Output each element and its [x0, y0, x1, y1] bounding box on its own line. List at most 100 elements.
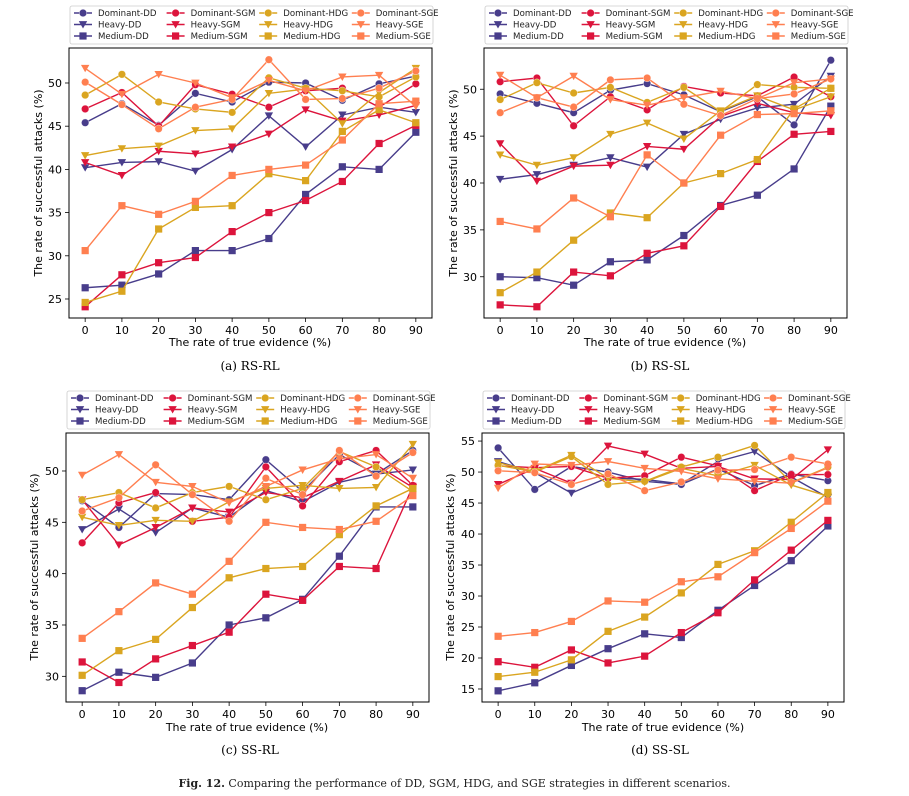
data-point: [750, 576, 759, 584]
x-tick-label: 20: [149, 708, 163, 721]
y-axis-label: The rate of successful attacks (%): [28, 473, 41, 661]
series-medium-hdg: [81, 106, 420, 307]
x-tick-label: 40: [222, 708, 236, 721]
data-point: [679, 94, 689, 102]
data-point: [713, 453, 722, 462]
y-tick-label: 50: [463, 83, 477, 96]
data-point: [824, 488, 832, 497]
legend-box: [482, 390, 846, 430]
legend-marker-circle-icon: [168, 394, 177, 403]
data-point: [77, 526, 87, 534]
legend-label: Dominant-SGE: [791, 9, 854, 19]
series-medium-dd: [81, 128, 420, 292]
data-point: [191, 197, 199, 205]
data-point: [261, 482, 271, 491]
x-tick-label: 0: [82, 324, 89, 337]
series-line: [82, 450, 414, 509]
data-point: [493, 481, 503, 489]
legend-label: Dominant-SGE: [373, 394, 436, 404]
legend-label: Heavy-SGE: [788, 406, 836, 416]
data-point: [787, 546, 795, 554]
data-point: [750, 486, 759, 495]
data-point: [494, 443, 503, 452]
data-point: [411, 66, 420, 75]
legend-label: Medium-HDG: [280, 417, 337, 427]
data-point: [495, 151, 505, 159]
x-tick-label: 10: [530, 324, 544, 337]
data-point: [567, 656, 576, 664]
data-point: [606, 213, 614, 221]
series-heavy-sgm: [77, 461, 418, 549]
data-point: [717, 202, 725, 211]
data-point: [338, 163, 346, 171]
data-point: [606, 75, 615, 84]
series-medium-sgm: [496, 127, 835, 311]
legend-marker-square-icon: [354, 417, 362, 425]
data-point: [114, 493, 123, 502]
data-point: [750, 581, 759, 590]
y-tick-label: 45: [48, 120, 62, 133]
data-point: [641, 630, 649, 638]
legend-label: Dominant-HDG: [283, 9, 348, 19]
data-point: [606, 161, 615, 170]
data-point: [338, 136, 346, 144]
series-line: [84, 100, 416, 252]
data-point: [494, 466, 503, 475]
legend-marker-square-icon: [357, 32, 365, 40]
data-point: [532, 161, 542, 170]
data-point: [81, 104, 90, 113]
data-point: [642, 143, 652, 151]
data-point: [78, 538, 87, 547]
x-tick-label: 40: [640, 324, 654, 337]
legend-label: Heavy-SGM: [606, 21, 656, 31]
legend-marker-circle-icon: [771, 8, 780, 17]
data-point: [227, 143, 237, 151]
legend-marker-circle-icon: [353, 394, 362, 403]
series-line: [497, 525, 829, 692]
legend-label: Heavy-DD: [513, 21, 557, 31]
data-point: [264, 55, 273, 64]
series-medium-hdg: [78, 484, 417, 679]
data-point: [641, 652, 649, 660]
y-tick-label: 15: [461, 683, 475, 696]
data-point: [713, 466, 722, 475]
legend-label: Dominant-HDG: [698, 9, 763, 19]
y-tick-label: 30: [463, 271, 477, 284]
x-tick-label: 30: [601, 708, 615, 721]
legend-label: Medium-DD: [98, 32, 149, 42]
data-point: [188, 490, 197, 499]
data-point: [640, 464, 649, 473]
data-point: [753, 155, 761, 164]
data-point: [338, 127, 346, 135]
series-heavy-sgm: [80, 102, 421, 180]
data-point: [496, 217, 504, 226]
data-point: [154, 158, 163, 166]
legend-label: Medium-SGE: [376, 32, 431, 42]
data-point: [191, 89, 200, 98]
data-point: [603, 442, 613, 451]
series-medium-sge: [81, 97, 420, 255]
subplot-title: (b) RS-SL: [631, 359, 690, 373]
data-point: [494, 687, 502, 695]
series-line: [497, 445, 829, 486]
data-point: [411, 108, 421, 117]
data-point: [530, 468, 539, 477]
data-point: [118, 281, 126, 289]
data-point: [570, 236, 578, 244]
y-tick-label: 30: [48, 250, 62, 263]
legend-marker-circle-icon: [494, 8, 503, 17]
data-point: [151, 516, 160, 525]
axes-frame: [65, 432, 430, 703]
data-point: [567, 646, 576, 654]
data-point: [606, 83, 615, 92]
data-point: [81, 303, 89, 311]
series-line: [81, 449, 414, 523]
data-point: [265, 234, 273, 243]
legend-marker-circle-icon: [676, 394, 685, 403]
data-point: [790, 110, 798, 118]
data-point: [827, 107, 835, 115]
x-axis-label: The rate of true evidence (%): [583, 336, 746, 349]
data-point: [151, 478, 160, 487]
legend-marker-circle-icon: [356, 8, 365, 17]
